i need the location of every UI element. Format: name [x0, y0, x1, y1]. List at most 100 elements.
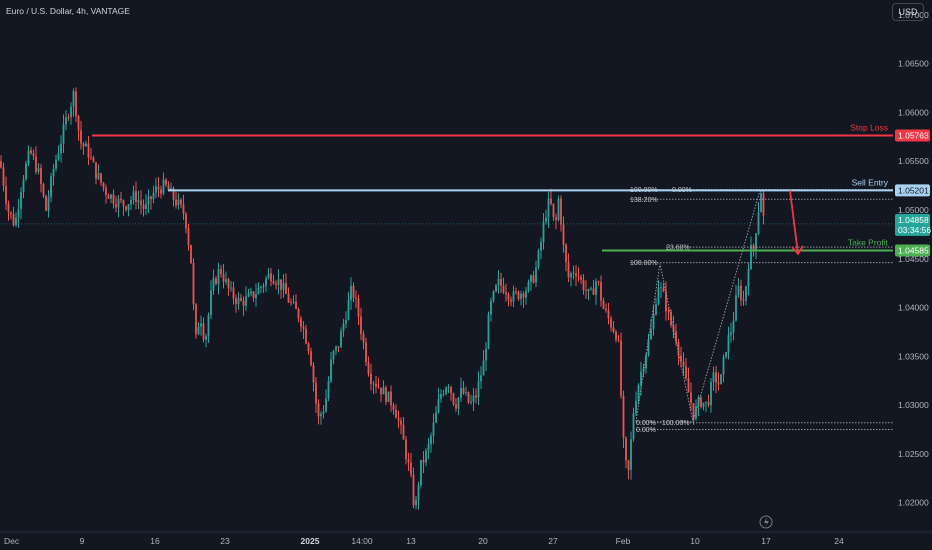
candle-body	[450, 387, 452, 394]
sell-arrow-head	[791, 245, 804, 256]
candle-body	[140, 200, 142, 205]
currency-button[interactable]: USD	[892, 3, 924, 21]
candle-body	[680, 355, 682, 362]
candle-body	[77, 115, 80, 131]
price-axis[interactable]: 1.07000 1.06500 1.06000 1.05500 1.05000 1.045…	[895, 10, 931, 508]
candle-body	[692, 403, 695, 419]
current-price-tag	[895, 213, 930, 236]
candle-body	[305, 328, 307, 344]
candle-body	[402, 424, 405, 440]
candle-body	[62, 124, 65, 144]
candle-body	[527, 281, 530, 292]
candle-body	[662, 287, 665, 292]
candle-body	[707, 401, 710, 406]
candle-body	[665, 291, 667, 312]
candle-body	[327, 380, 330, 399]
time-tick-label: Dec	[4, 536, 20, 546]
candle-body	[507, 294, 510, 300]
candle-body	[427, 444, 430, 451]
candle-body	[640, 371, 642, 386]
candle-body	[370, 374, 372, 384]
candle-body	[420, 459, 422, 486]
price-tick-label: 1.05500	[898, 156, 929, 166]
time-tick-label: 9	[80, 536, 85, 546]
candle-body	[255, 294, 257, 298]
candle-body	[207, 314, 210, 337]
candle-body	[15, 217, 17, 226]
candle-body	[175, 199, 177, 206]
candle-body	[317, 403, 320, 417]
candle-body	[290, 302, 292, 304]
candle-body	[320, 413, 322, 417]
candle-body	[690, 392, 692, 404]
candle-body	[85, 143, 87, 147]
candle-body	[137, 200, 140, 203]
candle-body	[55, 159, 57, 169]
stop_loss-price-tag	[895, 129, 930, 142]
candle-body	[267, 273, 270, 279]
candle-body	[630, 439, 632, 470]
candle-body	[192, 263, 195, 305]
candle-body	[215, 278, 217, 284]
candle-body	[182, 204, 185, 214]
time-axis[interactable]: Dec 9 16 23 2025 14:00 13 20 27 Feb 10 17 24	[0, 531, 932, 546]
candle-body	[607, 310, 610, 319]
candle-body	[552, 203, 555, 218]
time-tick-label: 10	[690, 536, 700, 546]
candle-body	[440, 393, 442, 399]
candle-body	[105, 187, 107, 196]
price-tick-label: 1.02500	[898, 449, 929, 459]
candle-body	[732, 320, 735, 333]
candle-body	[47, 197, 50, 211]
stop_loss-label: Stop Loss	[850, 123, 888, 133]
candle-body	[570, 273, 572, 278]
sell-arrow	[789, 190, 799, 255]
candle-body	[347, 299, 350, 320]
candle-body	[375, 383, 377, 387]
candle-body	[485, 348, 487, 361]
candle-body	[312, 365, 315, 383]
candle-body	[590, 288, 592, 290]
candle-body	[600, 282, 602, 301]
candle-body	[165, 179, 167, 185]
candle-body	[520, 293, 522, 299]
candle-body	[252, 291, 255, 298]
candle-body	[95, 162, 97, 179]
candle-body	[245, 296, 247, 306]
time-tick-label: 14:00	[351, 536, 373, 546]
candle-body	[92, 157, 95, 163]
candle-body	[405, 439, 407, 459]
candle-body	[632, 413, 635, 440]
candle-body	[250, 291, 252, 294]
candle-body	[230, 287, 232, 289]
take_profit-price-text: 1.04585	[898, 245, 929, 255]
candle-body	[37, 168, 40, 172]
candle-body	[667, 311, 670, 313]
candle-body	[605, 308, 607, 311]
candle-body	[595, 281, 597, 295]
candle-body	[157, 186, 160, 190]
candle-body	[635, 400, 637, 414]
candle-body	[617, 339, 620, 341]
candle-body	[227, 279, 230, 289]
candle-body	[35, 156, 37, 172]
sell_entry-price-tag	[895, 184, 930, 197]
candle-body	[212, 278, 215, 291]
candle-body	[367, 361, 370, 375]
candle-body	[82, 143, 85, 147]
candle-body	[237, 297, 240, 304]
candle-body	[702, 402, 705, 407]
candle-body	[295, 301, 297, 309]
candle-body	[360, 316, 362, 335]
price-tick-label: 1.04500	[898, 254, 929, 264]
candle-body	[225, 279, 227, 282]
candle-body	[147, 196, 150, 205]
candle-body	[257, 287, 260, 295]
candle-body	[412, 474, 415, 506]
candle-body	[422, 459, 425, 463]
candle-body	[475, 395, 477, 398]
candle-body	[292, 301, 295, 303]
candle-body	[302, 326, 305, 329]
candle-body	[27, 150, 30, 164]
